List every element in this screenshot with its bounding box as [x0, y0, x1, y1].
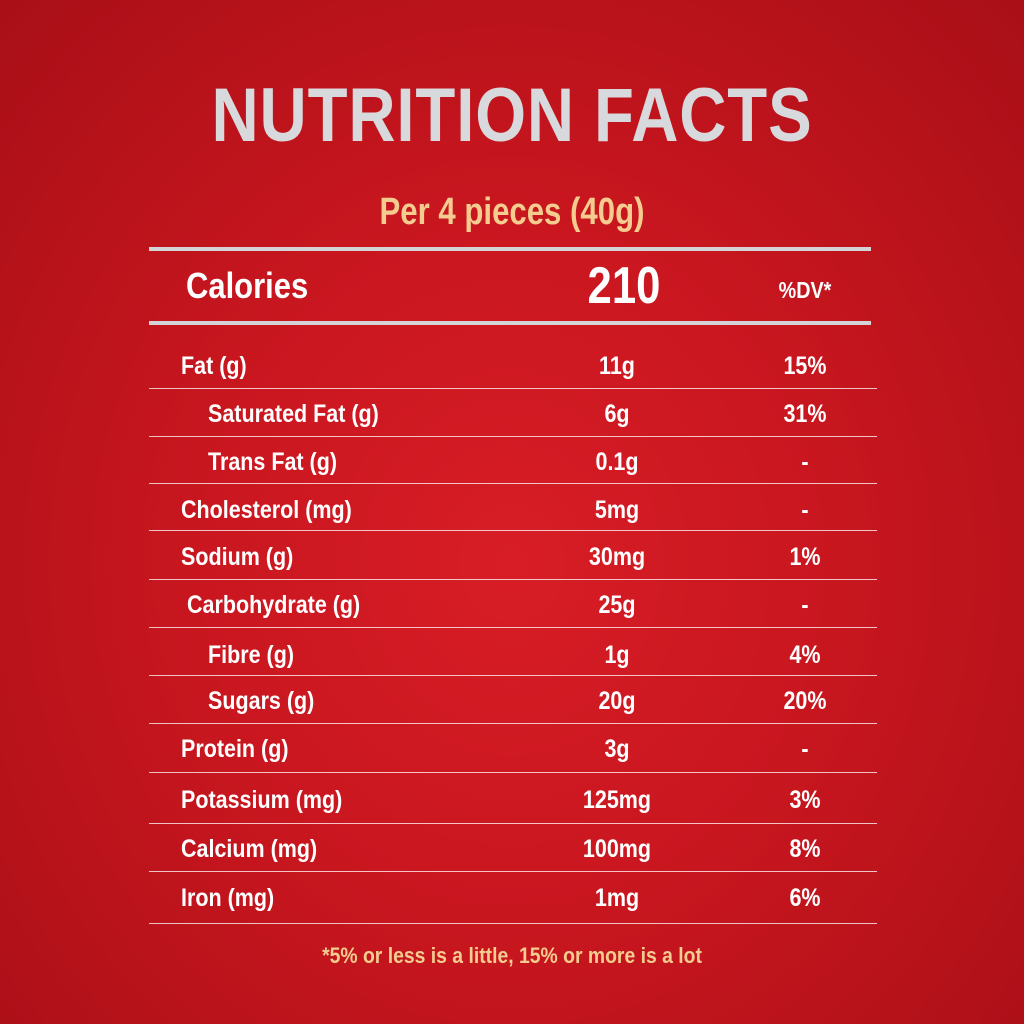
nutrient-daily-value: - [801, 591, 809, 619]
row-divider [149, 579, 877, 580]
nutrient-row-carbohydrate: Carbohydrate (g) 25g - [149, 581, 877, 628]
nutrient-daily-value: 20% [783, 687, 827, 715]
top-rule [149, 247, 871, 251]
nutrient-row-trans-fat: Trans Fat (g) 0.1g - [149, 438, 877, 485]
nutrient-daily-value: 8% [789, 835, 821, 863]
nutrient-amount: 6g [604, 400, 630, 428]
nutrient-name: Sugars (g) [208, 687, 315, 715]
nutrient-row-saturated-fat: Saturated Fat (g) 6g 31% [149, 390, 877, 437]
nutrient-daily-value: 6% [789, 884, 821, 912]
daily-value-header: %DV* [778, 277, 832, 303]
nutrient-name: Calcium (mg) [181, 835, 318, 863]
nutrient-name: Cholesterol (mg) [181, 496, 352, 524]
nutrient-daily-value: - [801, 735, 809, 763]
nutrient-name: Iron (mg) [181, 884, 275, 912]
nutrient-amount: 1g [604, 641, 630, 669]
row-divider [149, 483, 877, 484]
calories-label: Calories [186, 265, 309, 306]
nutrient-daily-value: 15% [783, 352, 827, 380]
nutrient-row-sodium: Sodium (g) 30mg 1% [149, 533, 877, 580]
calories-rule [149, 321, 871, 325]
nutrient-daily-value: - [801, 496, 809, 524]
row-divider [149, 823, 877, 824]
nutrient-name: Trans Fat (g) [208, 448, 338, 476]
nutrient-row-iron: Iron (mg) 1mg 6% [149, 874, 877, 921]
nutrient-amount: 1mg [594, 884, 640, 912]
nutrient-row-fibre: Fibre (g) 1g 4% [149, 631, 877, 678]
row-divider [149, 627, 877, 628]
row-divider [149, 923, 877, 924]
nutrient-row-protein: Protein (g) 3g - [149, 725, 877, 772]
nutrient-name: Fibre (g) [208, 641, 294, 669]
nutrient-amount: 5mg [594, 496, 640, 524]
nutrient-amount: 30mg [588, 543, 646, 571]
nutrient-amount: 25g [598, 591, 636, 619]
nutrient-row-potassium: Potassium (mg) 125mg 3% [149, 776, 877, 823]
nutrient-daily-value: 3% [789, 786, 821, 814]
nutrient-row-sugars: Sugars (g) 20g 20% [149, 677, 877, 724]
nutrient-row-calcium: Calcium (mg) 100mg 8% [149, 825, 877, 872]
row-divider [149, 723, 877, 724]
nutrient-daily-value: 4% [789, 641, 821, 669]
nutrient-amount: 11g [599, 352, 635, 380]
row-divider [149, 436, 877, 437]
calories-value: 210 [587, 257, 661, 315]
nutrient-amount: 0.1g [595, 448, 639, 476]
nutrient-name: Protein (g) [181, 735, 289, 763]
nutrient-amount: 20g [598, 687, 636, 715]
nutrient-daily-value: 31% [783, 400, 827, 428]
row-divider [149, 530, 877, 531]
row-divider [149, 675, 877, 676]
nutrient-amount: 100mg [582, 835, 652, 863]
row-divider [149, 388, 877, 389]
nutrition-facts-title: NUTRITION FACTS [211, 73, 813, 158]
row-divider [149, 772, 877, 773]
nutrient-name: Sodium (g) [181, 543, 294, 571]
nutrient-name: Saturated Fat (g) [208, 400, 379, 428]
nutrient-amount: 125mg [582, 786, 652, 814]
serving-size: Per 4 pieces (40g) [379, 191, 645, 233]
row-divider [149, 871, 877, 872]
nutrient-name: Potassium (mg) [181, 786, 343, 814]
daily-value-footnote: *5% or less is a little, 15% or more is … [322, 943, 702, 968]
nutrient-name: Carbohydrate (g) [187, 591, 361, 619]
nutrient-daily-value: 1% [789, 543, 821, 571]
nutrient-row-cholesterol: Cholesterol (mg) 5mg - [149, 486, 877, 533]
nutrient-daily-value: - [801, 448, 809, 476]
nutrient-amount: 3g [604, 735, 630, 763]
nutrient-row-fat: Fat (g) 11g 15% [149, 342, 877, 389]
nutrient-name: Fat (g) [181, 352, 247, 380]
